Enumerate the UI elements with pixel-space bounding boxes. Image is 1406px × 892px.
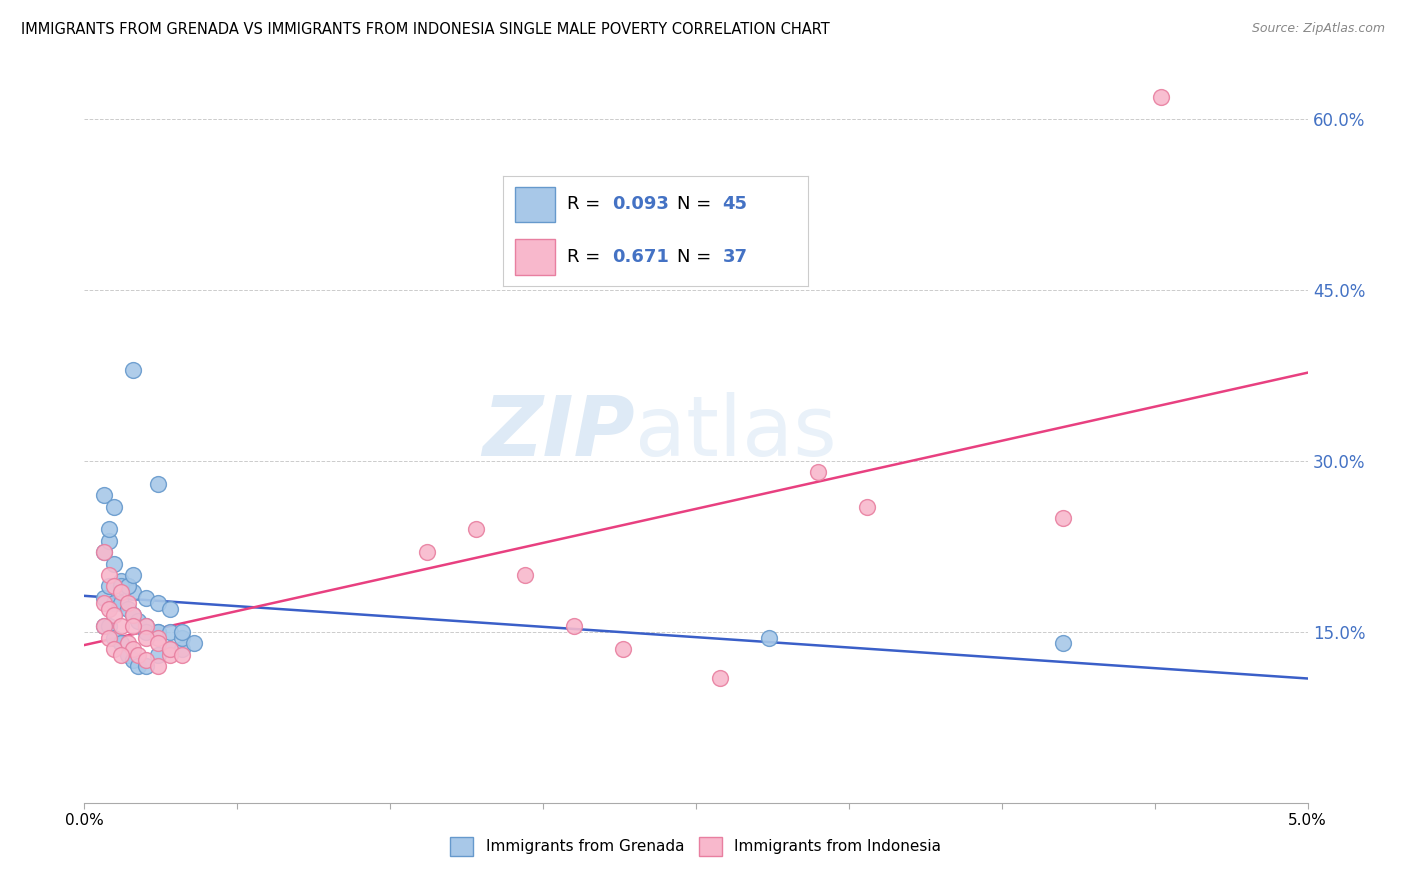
Point	[1052, 636, 1074, 650]
Point	[110, 619, 132, 633]
Point	[172, 648, 194, 662]
Point	[110, 585, 132, 599]
Point	[93, 488, 115, 502]
Point	[416, 545, 439, 559]
Point	[117, 597, 139, 611]
Point	[135, 653, 157, 667]
Point	[93, 545, 115, 559]
Point	[97, 619, 120, 633]
Point	[1150, 89, 1173, 103]
Point	[122, 363, 145, 377]
Point	[127, 659, 149, 673]
Point	[117, 602, 139, 616]
Point	[93, 597, 115, 611]
Text: N =: N =	[676, 195, 717, 213]
Point	[135, 659, 157, 673]
Bar	[515, 186, 554, 222]
Text: IMMIGRANTS FROM GRENADA VS IMMIGRANTS FROM INDONESIA SINGLE MALE POVERTY CORRELA: IMMIGRANTS FROM GRENADA VS IMMIGRANTS FR…	[21, 22, 830, 37]
Point	[117, 579, 139, 593]
Point	[110, 636, 132, 650]
Point	[103, 500, 125, 514]
Point	[464, 523, 486, 537]
Text: 45: 45	[723, 195, 748, 213]
Point	[97, 579, 120, 593]
Point	[103, 597, 125, 611]
Point	[122, 607, 145, 622]
Point	[110, 648, 132, 662]
Point	[135, 591, 157, 605]
Point	[146, 636, 169, 650]
Point	[103, 579, 125, 593]
Point	[562, 619, 585, 633]
Point	[146, 631, 169, 645]
Point	[97, 602, 120, 616]
Point	[127, 648, 149, 662]
Point	[146, 597, 169, 611]
Point	[146, 476, 169, 491]
Text: Source: ZipAtlas.com: Source: ZipAtlas.com	[1251, 22, 1385, 36]
Point	[93, 545, 115, 559]
Point	[146, 659, 169, 673]
Point	[117, 648, 139, 662]
Point	[93, 591, 115, 605]
Point	[110, 574, 132, 588]
Point	[159, 624, 181, 639]
Point	[146, 624, 169, 639]
Point	[135, 619, 157, 633]
Text: 0.671: 0.671	[613, 248, 669, 266]
Text: ZIP: ZIP	[482, 392, 636, 473]
Point	[513, 568, 536, 582]
Point	[110, 579, 132, 593]
Point	[172, 624, 194, 639]
Text: 0.093: 0.093	[613, 195, 669, 213]
Point	[709, 671, 731, 685]
Point	[122, 653, 145, 667]
Point	[183, 636, 205, 650]
Legend: Immigrants from Grenada, Immigrants from Indonesia: Immigrants from Grenada, Immigrants from…	[444, 831, 948, 862]
Point	[97, 631, 120, 645]
Point	[612, 642, 634, 657]
Point	[135, 624, 157, 639]
Point	[103, 642, 125, 657]
Point	[159, 648, 181, 662]
Point	[122, 619, 145, 633]
Point	[97, 568, 120, 582]
Point	[856, 500, 879, 514]
Point	[122, 585, 145, 599]
Point	[159, 602, 181, 616]
Point	[172, 631, 194, 645]
Point	[127, 614, 149, 628]
Point	[172, 642, 194, 657]
Point	[135, 619, 157, 633]
Text: atlas: atlas	[636, 392, 837, 473]
Bar	[515, 239, 554, 275]
Text: N =: N =	[676, 248, 717, 266]
Point	[117, 636, 139, 650]
Point	[103, 557, 125, 571]
Point	[110, 597, 132, 611]
Point	[93, 619, 115, 633]
Point	[1052, 511, 1074, 525]
Point	[97, 533, 120, 548]
Point	[117, 579, 139, 593]
Text: 37: 37	[723, 248, 748, 266]
Point	[758, 631, 780, 645]
Text: R =: R =	[567, 195, 606, 213]
Point	[807, 466, 830, 480]
Point	[97, 523, 120, 537]
Point	[122, 607, 145, 622]
Point	[103, 607, 125, 622]
Point	[135, 631, 157, 645]
Point	[159, 642, 181, 657]
Point	[146, 648, 169, 662]
Point	[159, 642, 181, 657]
Point	[103, 631, 125, 645]
Point	[146, 624, 169, 639]
Point	[122, 642, 145, 657]
Point	[122, 568, 145, 582]
Text: R =: R =	[567, 248, 606, 266]
Point	[93, 619, 115, 633]
